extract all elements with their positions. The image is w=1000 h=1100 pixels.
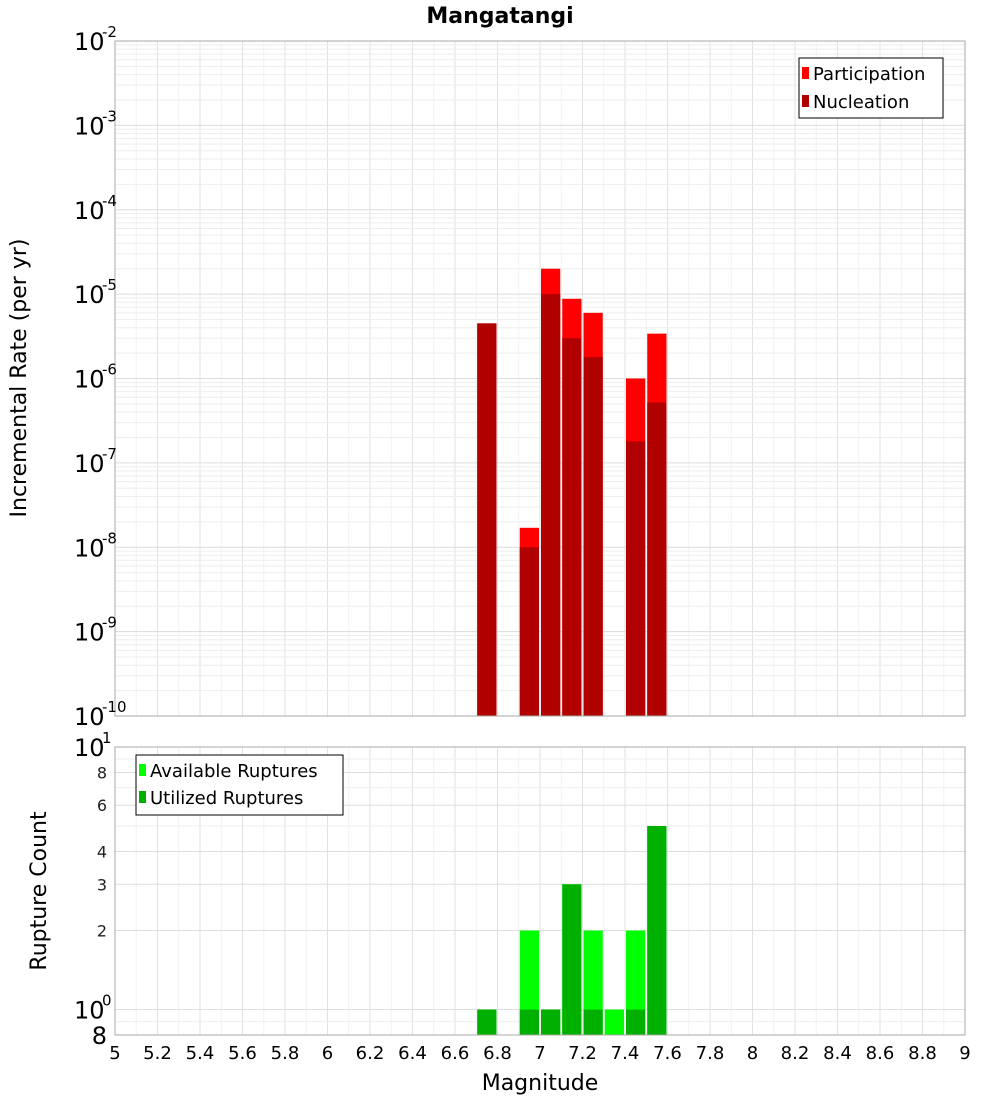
count-y-tick-exponent: 1 bbox=[102, 729, 112, 747]
x-tick-label: 8 bbox=[747, 1043, 758, 1064]
legend-swatch-nucleation bbox=[802, 95, 809, 107]
rate-y-tick-base: 10 bbox=[74, 197, 105, 225]
nucleation-bar bbox=[477, 323, 497, 716]
x-tick-label: 5.8 bbox=[271, 1043, 300, 1064]
x-tick-label: 7.2 bbox=[568, 1043, 597, 1064]
count-y-tick-label: 6 bbox=[97, 796, 107, 815]
utilized-bar bbox=[519, 1009, 539, 1035]
count-y-tick-label: 8 bbox=[92, 1022, 107, 1050]
count-y-tick-label: 4 bbox=[97, 842, 107, 861]
count-plot-frame bbox=[114, 746, 966, 1036]
x-tick-label: 7.4 bbox=[611, 1043, 640, 1064]
x-tick-label: 9 bbox=[959, 1043, 970, 1064]
x-tick-label: 8.2 bbox=[781, 1043, 810, 1064]
count-y-tick-label: 3 bbox=[97, 875, 107, 894]
utilized-bar bbox=[541, 1009, 561, 1035]
rate-y-tick-base: 10 bbox=[74, 450, 105, 478]
rate-legend-box bbox=[798, 57, 944, 119]
x-tick-label: 6.6 bbox=[441, 1043, 470, 1064]
rate-y-tick-exponent: -2 bbox=[102, 23, 117, 41]
x-tick-label: 5.6 bbox=[228, 1043, 257, 1064]
rate-y-tick-exponent: -7 bbox=[102, 445, 117, 463]
x-tick-label: 6 bbox=[322, 1043, 333, 1064]
nucleation-bar bbox=[562, 338, 582, 716]
legend-swatch-participation bbox=[802, 67, 809, 79]
x-tick-label: 8.6 bbox=[866, 1043, 895, 1064]
legend-label-utilized: Utilized Ruptures bbox=[150, 788, 303, 809]
nucleation-bar bbox=[647, 402, 667, 716]
rate-y-tick-base: 10 bbox=[74, 366, 105, 394]
rate-y-tick-base: 10 bbox=[74, 703, 105, 731]
rate-y-tick-exponent: -9 bbox=[102, 614, 117, 632]
utilized-bar bbox=[626, 1009, 646, 1035]
rate-y-tick-exponent: -10 bbox=[102, 698, 127, 716]
count-legend: Available Ruptures Utilized Ruptures bbox=[135, 754, 344, 816]
rate-legend: Participation Nucleation bbox=[798, 57, 944, 119]
x-tick-label: 6.8 bbox=[483, 1043, 512, 1064]
rate-y-tick-exponent: -8 bbox=[102, 529, 117, 547]
rate-y-tick-base: 10 bbox=[74, 534, 105, 562]
x-tick-label: 5 bbox=[109, 1043, 120, 1064]
legend-label-participation: Participation bbox=[813, 64, 925, 85]
legend-label-available: Available Ruptures bbox=[150, 761, 318, 782]
x-axis-label: Magnitude bbox=[482, 1071, 599, 1096]
count-y-tick-base: 10 bbox=[74, 734, 105, 762]
x-tick-label: 7.6 bbox=[653, 1043, 682, 1064]
rate-y-tick-base: 10 bbox=[74, 619, 105, 647]
count-grid bbox=[114, 747, 966, 1036]
x-tick-label: 7.8 bbox=[696, 1043, 725, 1064]
available-bar bbox=[583, 930, 603, 1035]
count-x-ticks: 5 5.2 5.4 5.6 5.8 6 6.2 6.4 6.6 6.8 7 7.2 7.4 7.6 7.8 8… bbox=[109, 1043, 970, 1064]
rate-y-tick-base: 10 bbox=[74, 281, 105, 309]
nucleation-bar bbox=[519, 547, 539, 716]
x-tick-label: 8.4 bbox=[823, 1043, 852, 1064]
rate-grid bbox=[114, 41, 966, 717]
count-y-tick-label: 8 bbox=[97, 763, 107, 782]
count-legend-box bbox=[135, 754, 344, 816]
utilized-bar bbox=[647, 826, 667, 1035]
rate-y-tick-exponent: -4 bbox=[102, 192, 117, 210]
x-tick-label: 5.4 bbox=[186, 1043, 215, 1064]
legend-swatch-available bbox=[139, 764, 146, 776]
x-tick-label: 7 bbox=[534, 1043, 545, 1064]
chart-title: Mangatangi bbox=[426, 4, 573, 29]
rate-y-tick-exponent: -5 bbox=[102, 276, 117, 294]
utilized-bar bbox=[477, 1009, 497, 1035]
nucleation-bar bbox=[583, 356, 603, 716]
available-bar bbox=[626, 930, 646, 1035]
count-y-tick-label: 2 bbox=[97, 922, 107, 941]
x-tick-label: 5.2 bbox=[143, 1043, 172, 1064]
available-bar bbox=[519, 930, 539, 1035]
rate-y-tick-exponent: -6 bbox=[102, 361, 117, 379]
x-tick-label: 8.8 bbox=[908, 1043, 937, 1064]
x-tick-label: 6.2 bbox=[356, 1043, 385, 1064]
nucleation-bar bbox=[626, 441, 646, 716]
x-tick-label: 6.4 bbox=[398, 1043, 427, 1064]
count-bars bbox=[477, 826, 667, 1035]
nucleation-bar bbox=[541, 294, 561, 716]
utilized-bar bbox=[583, 1009, 603, 1035]
available-bar bbox=[604, 1009, 624, 1035]
legend-swatch-utilized bbox=[139, 791, 146, 803]
rate-y-axis-label: Incremental Rate (per yr) bbox=[7, 239, 32, 518]
rate-y-tick-exponent: -3 bbox=[102, 107, 117, 125]
count-y-axis-label: Rupture Count bbox=[27, 811, 52, 971]
count-y-tick-base: 10 bbox=[74, 997, 105, 1025]
count-y-tick-exponent: 0 bbox=[102, 992, 112, 1010]
rate-bars bbox=[477, 268, 667, 716]
rate-y-tick-base: 10 bbox=[74, 112, 105, 140]
utilized-bar bbox=[562, 884, 582, 1035]
rate-y-tick-base: 10 bbox=[74, 28, 105, 56]
rate-plot-frame bbox=[114, 40, 966, 717]
legend-label-nucleation: Nucleation bbox=[813, 92, 909, 113]
